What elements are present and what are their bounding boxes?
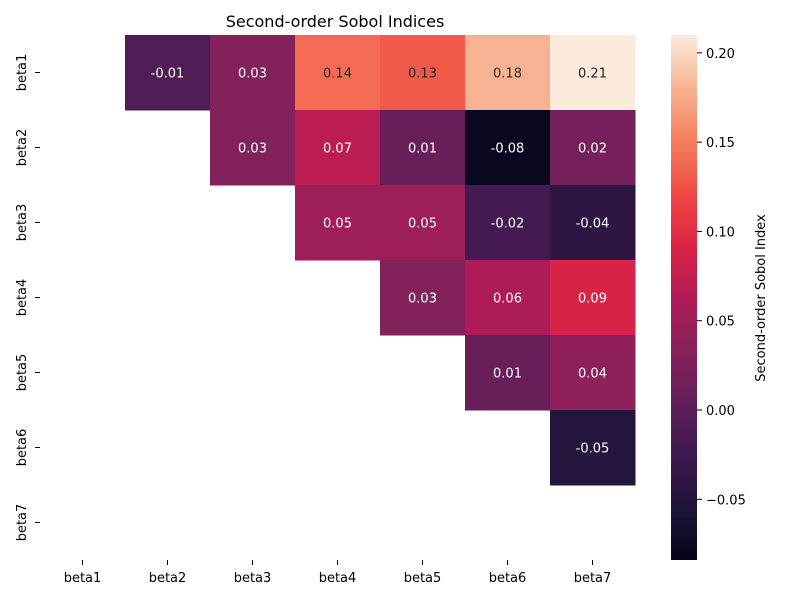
x-tick-label: beta4 [319, 571, 357, 586]
x-tick-label: beta5 [404, 571, 442, 586]
heatmap-cell-beta2-beta4 [295, 110, 381, 186]
heatmap-cell-beta1-beta3 [210, 35, 296, 111]
cell-value-label: -0.04 [576, 217, 610, 232]
cell-value-label: 0.04 [578, 367, 607, 382]
heatmap-cell-beta2-beta6 [465, 110, 551, 186]
cell-value-label: -0.02 [491, 217, 525, 232]
cell-value-label: 0.13 [408, 67, 437, 82]
colorbar-label: Second-order Sobol Index [754, 214, 769, 382]
heatmap-cell-beta3-beta7 [550, 185, 636, 261]
heatmap-cell-beta4-beta6 [465, 260, 551, 336]
cell-value-label: 0.07 [323, 142, 352, 157]
heatmap-cell-beta4-beta5 [380, 260, 466, 336]
heatmap-cell-beta3-beta6 [465, 185, 551, 261]
heatmap-cell-beta2-beta3 [210, 110, 296, 186]
heatmap-cell-beta5-beta6 [465, 335, 551, 411]
heatmap-cell-beta1-beta7 [550, 35, 636, 111]
heatmap-cell-beta2-beta7 [550, 110, 636, 186]
cell-value-label: 0.05 [408, 217, 437, 232]
x-tick-label: beta1 [64, 571, 102, 586]
heatmap-cell-beta1-beta2 [125, 35, 211, 111]
cell-value-label: -0.05 [576, 442, 610, 457]
heatmap-cell-beta6-beta7 [550, 410, 636, 486]
y-tick-label: beta6 [15, 429, 30, 467]
y-tick-label: beta3 [15, 204, 30, 242]
x-tick-label: beta6 [489, 571, 527, 586]
colorbar-tick-label: −0.05 [706, 493, 746, 508]
cell-value-label: -0.08 [491, 142, 525, 157]
cell-value-label: 0.03 [408, 292, 437, 307]
x-tick-label: beta7 [574, 571, 612, 586]
heatmap-cell-beta2-beta5 [380, 110, 466, 186]
cell-value-label: 0.14 [323, 67, 352, 82]
colorbar-tick-label: 0.05 [706, 315, 735, 330]
colorbar [671, 35, 697, 560]
y-tick-label: beta4 [15, 279, 30, 317]
cell-value-label: 0.02 [578, 142, 607, 157]
x-tick-label: beta2 [149, 571, 187, 586]
chart-title: Second-order Sobol Indices [226, 12, 445, 31]
heatmap-cell-beta1-beta6 [465, 35, 551, 111]
cell-value-label: 0.01 [408, 142, 437, 157]
heatmap-cell-beta1-beta5 [380, 35, 466, 111]
y-tick-label: beta7 [15, 504, 30, 542]
colorbar-tick-label: 0.15 [706, 136, 735, 151]
colorbar-tick-label: 0.20 [706, 47, 735, 62]
heatmap-cell-beta5-beta7 [550, 335, 636, 411]
heatmap-cell-beta3-beta5 [380, 185, 466, 261]
cell-value-label: 0.06 [493, 292, 522, 307]
y-tick-label: beta1 [15, 54, 30, 92]
cell-value-label: 0.01 [493, 367, 522, 382]
y-tick-label: beta2 [15, 129, 30, 167]
cell-value-label: 0.03 [238, 67, 267, 82]
colorbar-tick-label: 0.10 [706, 225, 735, 240]
cell-value-label: 0.09 [578, 292, 607, 307]
heatmap-cell-beta1-beta4 [295, 35, 381, 111]
heatmap-cell-beta3-beta4 [295, 185, 381, 261]
x-tick-label: beta3 [234, 571, 272, 586]
colorbar-tick-label: 0.00 [706, 404, 735, 419]
cell-value-label: 0.03 [238, 142, 267, 157]
cell-value-label: 0.18 [493, 67, 522, 82]
cell-value-label: 0.21 [578, 67, 607, 82]
heatmap-cell-beta4-beta7 [550, 260, 636, 336]
cell-value-label: -0.01 [151, 67, 185, 82]
cell-value-label: 0.05 [323, 217, 352, 232]
y-tick-label: beta5 [15, 354, 30, 392]
